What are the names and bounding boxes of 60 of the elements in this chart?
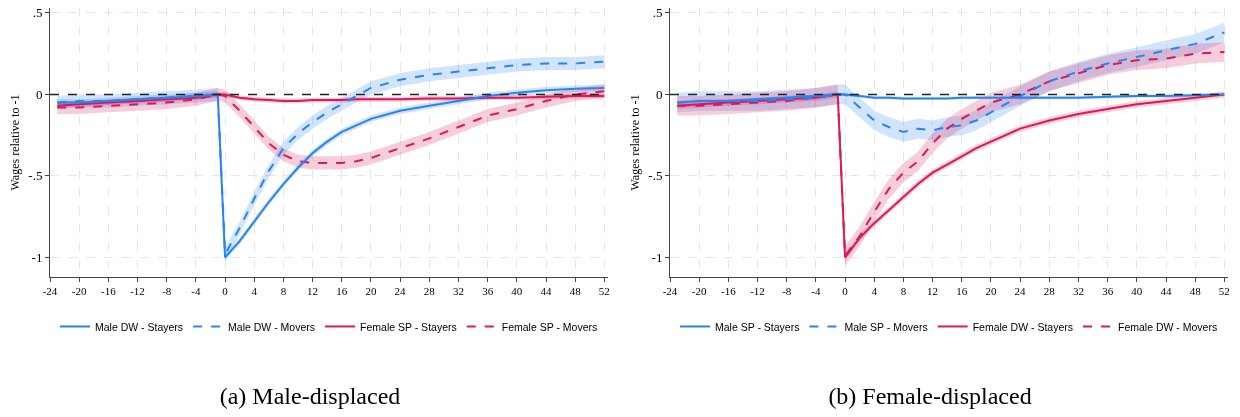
legend-label: Female SP - Movers	[501, 320, 598, 333]
legend-label: Female SP - Stayers	[360, 320, 457, 333]
x-tick-label: -4	[811, 285, 821, 298]
legend-label: Male DW - Stayers	[95, 320, 184, 333]
x-tick-label: 8	[280, 285, 287, 298]
x-tick-label: 44	[540, 285, 552, 298]
x-tick-label: -12	[750, 285, 765, 298]
y-tick-label: -1	[31, 249, 43, 265]
x-tick-label: 28	[423, 285, 436, 298]
x-tick-label: 20	[985, 285, 997, 298]
x-tick-label: 32	[1072, 285, 1084, 298]
x-tick-label: -8	[162, 285, 172, 298]
x-tick-label: 44	[1160, 285, 1172, 298]
legend-label: Male DW - Movers	[228, 320, 316, 333]
x-tick-label: 36	[1102, 285, 1114, 298]
x-tick-label: -24	[42, 285, 58, 298]
x-tick-label: 12	[307, 285, 319, 298]
x-tick-label: 16	[956, 285, 968, 298]
x-tick-label: 12	[927, 285, 939, 298]
y-tick-label: 0	[35, 86, 43, 102]
x-tick-label: -20	[691, 285, 708, 298]
y-tick-label: -.5	[28, 168, 43, 184]
x-tick-label: -24	[662, 285, 678, 298]
x-tick-label: 16	[336, 285, 348, 298]
x-tick-label: -8	[782, 285, 792, 298]
legend-label: Male SP - Movers	[844, 320, 928, 333]
x-tick-label: -16	[721, 285, 737, 298]
x-tick-label: 40	[511, 285, 523, 298]
x-tick-label: 28	[1043, 285, 1056, 298]
text: (a) Male-displaced	[219, 383, 401, 410]
x-tick-label: 52	[598, 285, 610, 298]
x-tick-label: 48	[569, 285, 582, 298]
legend-label: Male SP - Stayers	[715, 320, 800, 333]
x-tick-label: 24	[394, 285, 407, 298]
x-tick-label: 32	[452, 285, 464, 298]
y-tick-label: 0	[655, 86, 663, 102]
x-tick-label: -16	[101, 285, 117, 298]
y-tick-label: -1	[651, 249, 663, 265]
x-tick-label: 36	[482, 285, 494, 298]
legend-label: Female DW - Movers	[1118, 320, 1218, 333]
y-tick-label: .5	[652, 5, 663, 21]
y-tick-label: -.5	[648, 168, 663, 184]
x-tick-label: 48	[1189, 285, 1202, 298]
text: (b) Female-displaced	[828, 383, 1032, 410]
x-tick-label: -20	[71, 285, 88, 298]
x-tick-label: 52	[1218, 285, 1230, 298]
x-tick-label: 24	[1014, 285, 1027, 298]
x-tick-label: -12	[130, 285, 145, 298]
y-axis-title: Wages relative to -1	[627, 94, 642, 191]
x-tick-label: 8	[900, 285, 907, 298]
x-tick-label: 20	[365, 285, 377, 298]
y-tick-label: .5	[32, 5, 43, 21]
legend-label: Female DW - Stayers	[972, 320, 1074, 333]
x-tick-label: 4	[871, 285, 878, 298]
x-tick-label: 40	[1131, 285, 1143, 298]
x-tick-label: -4	[191, 285, 201, 298]
y-axis-title: Wages relative to -1	[7, 94, 22, 191]
x-tick-label: 0	[222, 285, 229, 298]
x-tick-label: 4	[251, 285, 258, 298]
x-tick-label: 0	[842, 285, 849, 298]
